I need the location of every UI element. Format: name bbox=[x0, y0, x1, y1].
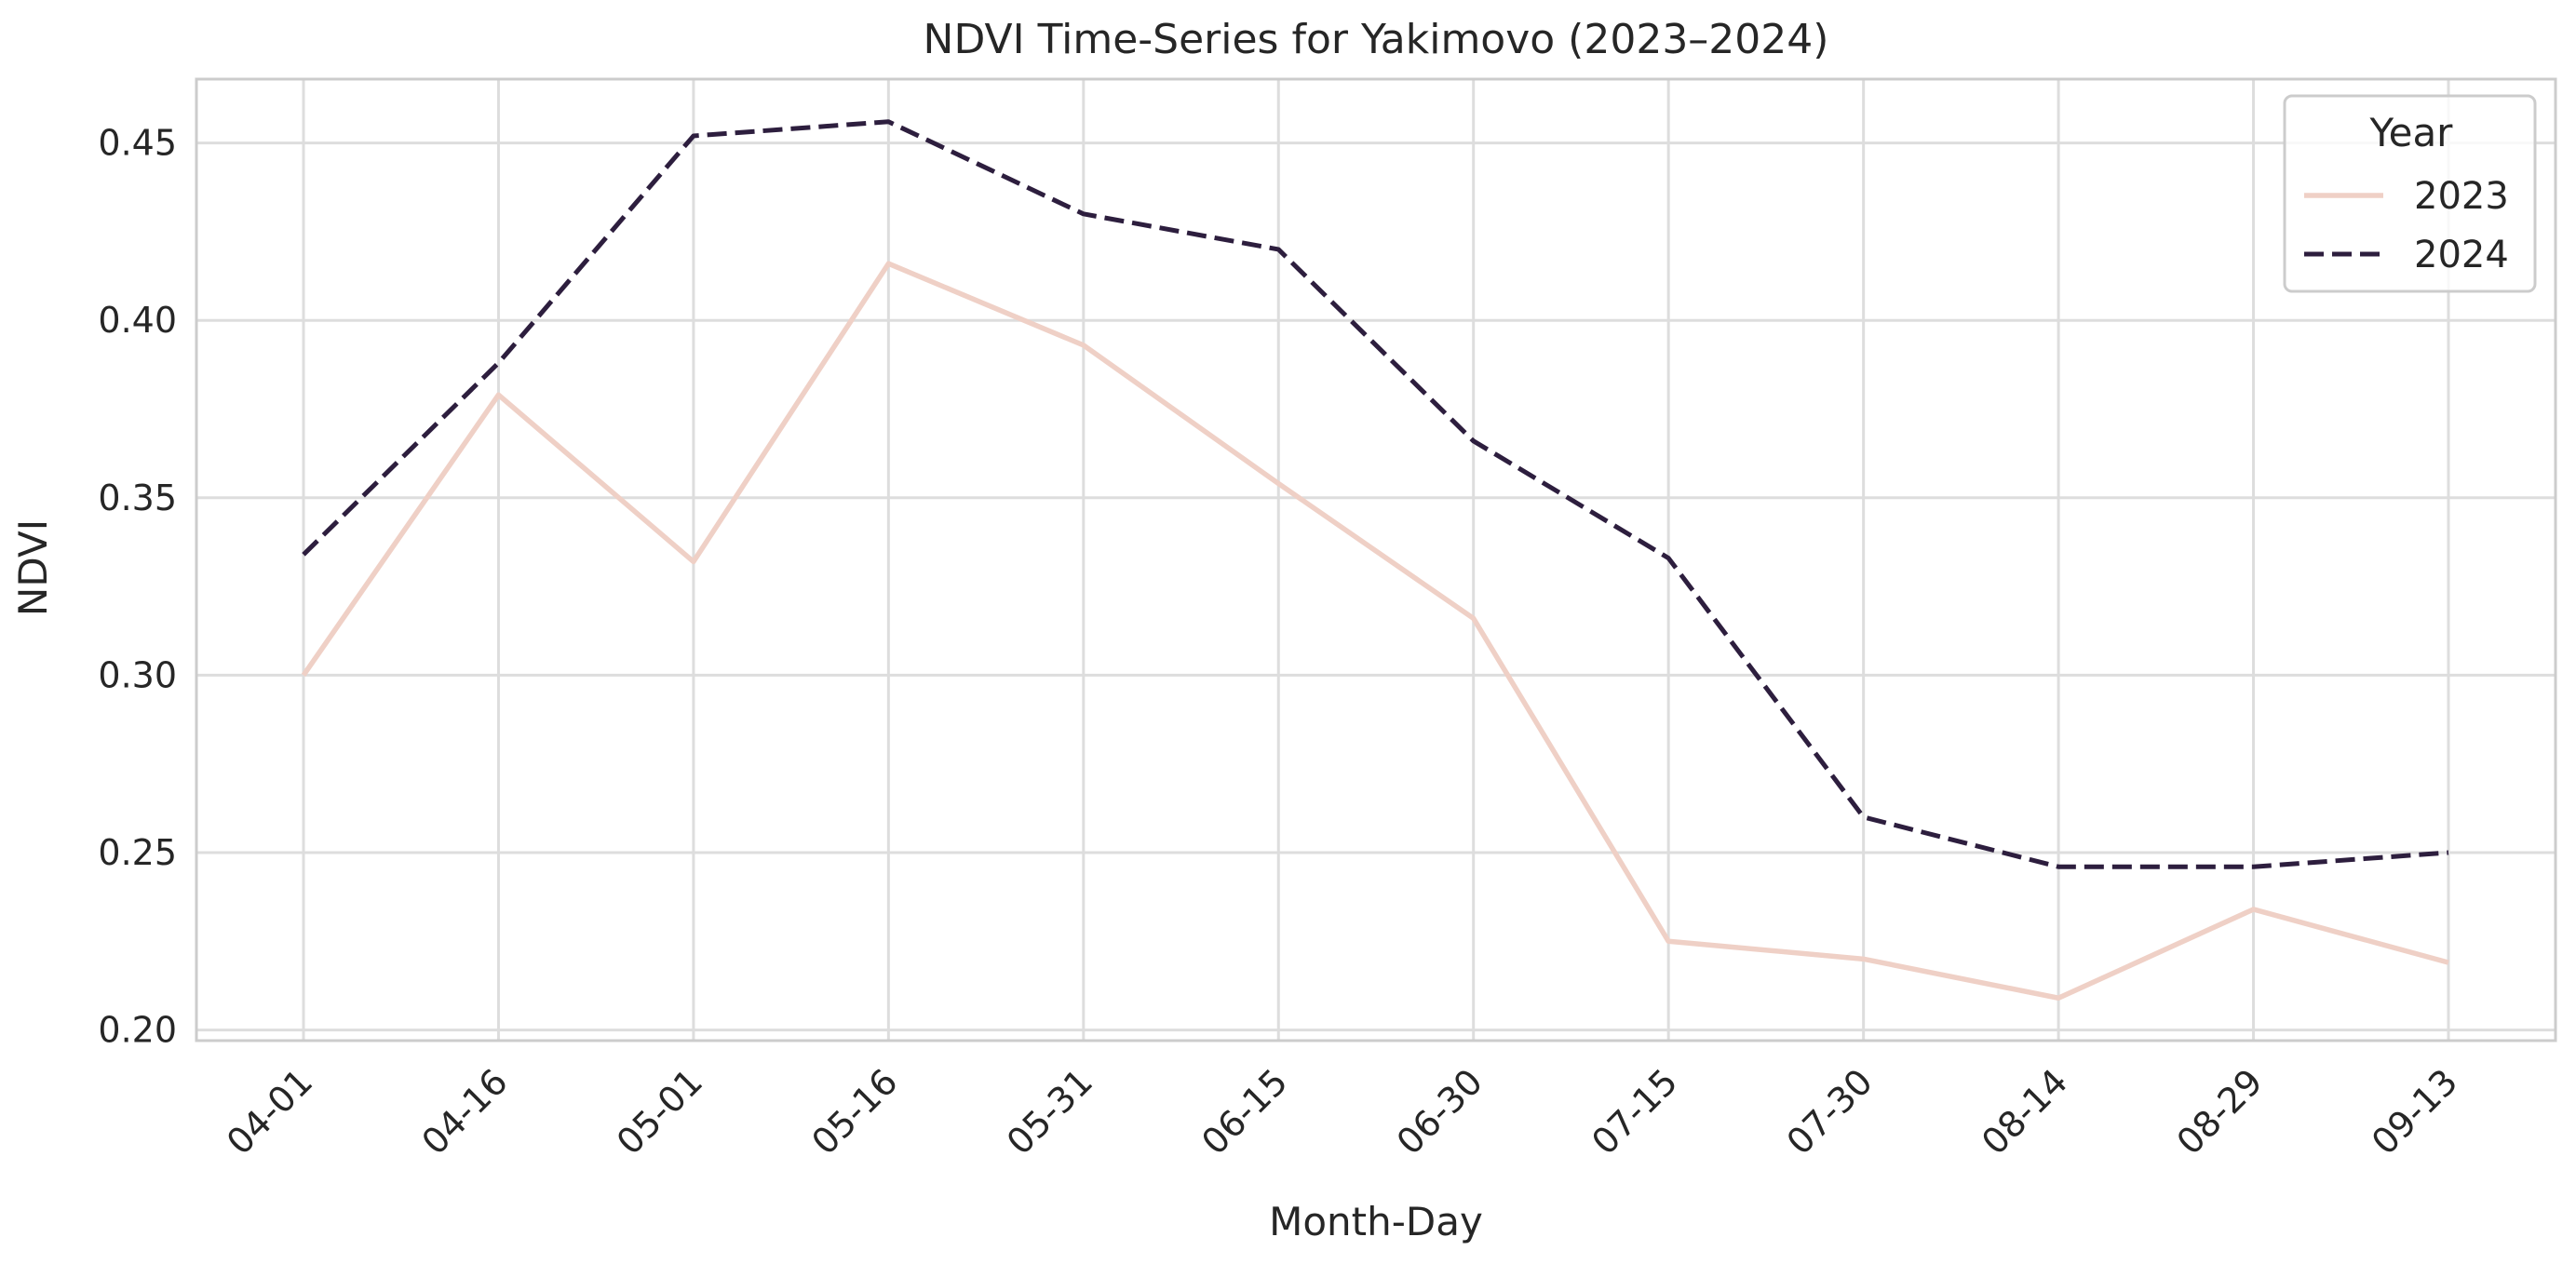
x-tick-label: 04-01 bbox=[219, 1061, 320, 1163]
x-tick-label: 06-30 bbox=[1389, 1061, 1490, 1163]
y-tick-label: 0.45 bbox=[98, 123, 177, 164]
y-tick-label: 0.40 bbox=[98, 300, 177, 341]
x-axis-ticks: 04-01 04-16 05-01 05-16 05-31 06-15 06-30 07-15… bbox=[219, 1061, 2465, 1163]
x-tick-label: 08-29 bbox=[2169, 1061, 2271, 1163]
plot-frame bbox=[195, 77, 2557, 1042]
x-tick-label: 08-14 bbox=[1974, 1061, 2075, 1163]
x-tick-label: 09-13 bbox=[2364, 1061, 2465, 1163]
x-tick-label: 06-15 bbox=[1194, 1061, 1295, 1163]
grid-layer bbox=[196, 79, 2556, 1041]
legend-label-2023: 2023 bbox=[2414, 175, 2509, 218]
legend-box bbox=[2283, 94, 2537, 293]
series-line-2023 bbox=[301, 261, 2449, 1002]
y-tick-label: 0.25 bbox=[98, 832, 177, 873]
x-tick-label: 05-01 bbox=[609, 1061, 710, 1163]
legend-label-2024: 2024 bbox=[2414, 234, 2509, 276]
x-tick-label: 07-30 bbox=[1779, 1061, 1881, 1163]
y-tick-label: 0.35 bbox=[98, 477, 177, 518]
y-tick-label: 0.20 bbox=[98, 1010, 177, 1051]
series-layer bbox=[301, 119, 2449, 1002]
y-tick-label: 0.30 bbox=[98, 654, 177, 695]
x-tick-label: 05-31 bbox=[999, 1061, 1100, 1163]
legend-title: Year bbox=[2369, 110, 2454, 155]
legend: Year 2023 2024 bbox=[2283, 94, 2537, 293]
series-line-2024 bbox=[302, 119, 2449, 869]
chart-title: NDVI Time-Series for Yakimovo (2023–2024… bbox=[924, 16, 1829, 63]
y-axis-ticks: 0.20 0.25 0.30 0.35 0.40 0.45 bbox=[98, 123, 177, 1051]
x-tick-label: 05-16 bbox=[803, 1061, 905, 1163]
x-tick-label: 07-15 bbox=[1584, 1061, 1685, 1163]
x-tick-label: 04-16 bbox=[413, 1061, 515, 1163]
x-axis-title: Month-Day bbox=[1269, 1199, 1483, 1244]
y-axis-title: NDVI bbox=[10, 519, 56, 616]
